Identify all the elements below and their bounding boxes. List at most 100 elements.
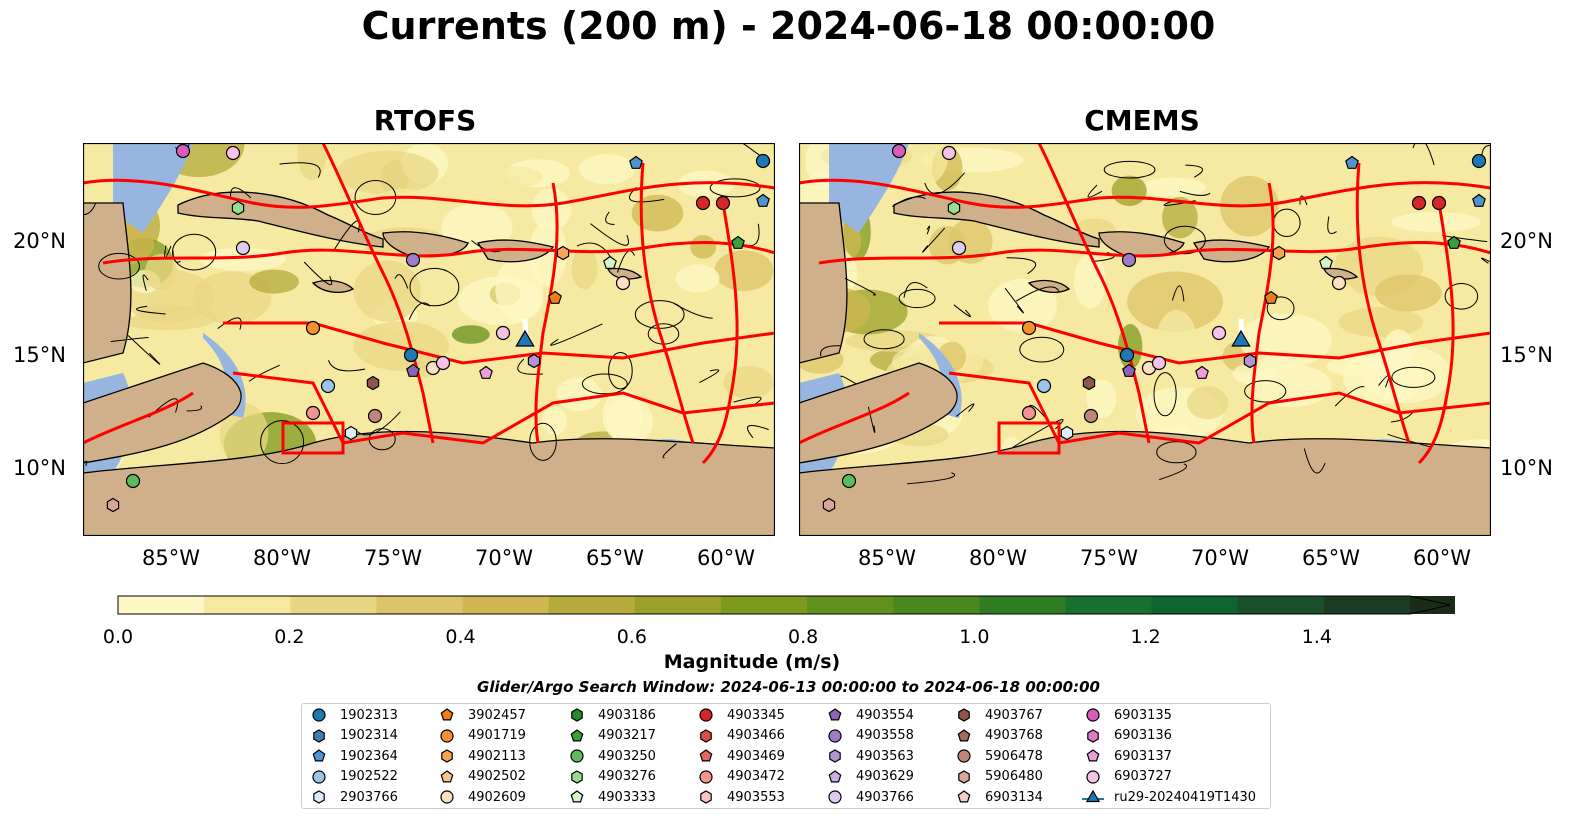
legend-label: 6903134 [985,789,1043,805]
legend-item: 4903767 [953,705,1043,725]
lon-label: 80°W [253,546,311,570]
legend-item: 4903629 [824,767,914,787]
pentagon-marker-icon [828,708,842,721]
colorbar-segment [1151,596,1239,614]
panel-title-rtofs: RTOFS [373,104,477,137]
colorbar-tick-label: 1.0 [959,626,990,648]
circle-marker-icon [1086,769,1100,784]
legend-item: 5906480 [953,767,1043,787]
float-marker [947,200,961,216]
legend-marker [699,708,713,722]
pentagon-marker-icon [570,790,584,803]
colorbar-segment [548,596,636,614]
pentagon-marker-icon [570,728,584,741]
legend-item: 4902502 [436,767,526,787]
pentagon-marker-icon [828,769,842,782]
glider-marker [515,329,535,347]
float-marker [479,365,493,379]
lon-label: 75°W [364,546,422,570]
colorbar-tick-label: 0.4 [445,626,476,648]
lon-label: 60°W [697,546,755,570]
float-marker [715,195,731,211]
float-marker [1083,408,1099,424]
float-marker [1272,245,1286,261]
lon-label: 85°W [142,546,200,570]
float-marker [841,473,857,489]
legend-item: 1902364 [308,746,398,766]
legend-marker [700,790,712,804]
legend-label: 6903727 [1114,769,1172,784]
legend-item: 3902457 [436,705,526,725]
legend-label: 4903276 [598,769,656,784]
lon-label: 75°W [1080,546,1138,570]
legend-label: 1902522 [340,769,398,784]
legend-item: 6903137 [1082,746,1172,766]
legend-item: 4903554 [824,705,914,725]
legend-item: ru29-20240419T1430 [1082,787,1256,807]
float-marker [629,155,643,169]
hexagon-marker-icon [571,769,583,784]
lon-label: 80°W [969,546,1027,570]
legend-marker [958,769,970,784]
float-marker [231,200,245,216]
colorbar-segment [1065,596,1153,614]
legend-marker [571,708,583,722]
float-marker [305,320,321,336]
legend-item: 4903250 [566,746,656,766]
float-marker [1121,252,1137,268]
legend-marker [957,790,971,803]
map-cmems [799,143,1491,536]
pentagon-marker-icon [440,708,454,721]
legend-marker [440,790,454,804]
circle-marker-icon [570,749,584,763]
triangle-line-marker-icon [1082,789,1104,803]
float-marker [941,145,957,161]
float-marker [615,275,631,291]
float-marker [1082,375,1096,391]
legend-marker [312,769,326,784]
float-marker [556,245,570,261]
pentagon-marker-icon [440,769,454,782]
circle-marker-icon [828,728,842,743]
colorbar-segment [204,596,291,614]
colorbar [117,595,1455,615]
float-marker [235,240,251,256]
legend-label: 5906478 [985,748,1043,764]
circle-marker-icon [440,728,454,743]
hexagon-marker-icon [441,749,453,763]
legend-label: 4901719 [468,728,526,743]
legend-label: 5906480 [985,769,1043,784]
colorbar-tick-label: 1.4 [1301,626,1332,648]
legend-marker [829,749,841,763]
lon-label: 65°W [586,546,644,570]
float-marker [822,497,836,513]
legend-item: 4903472 [695,767,785,787]
float-marker [1021,320,1037,336]
legend-item: 6903727 [1082,767,1172,787]
legend-label: 4903558 [856,728,914,743]
legend-label: 4903768 [985,728,1043,743]
legend-marker [1086,708,1100,722]
float-marker [951,240,967,256]
lon-label: 85°W [858,546,916,570]
colorbar-segment [979,596,1066,614]
legend-marker [958,708,970,722]
float-marker [1119,347,1135,363]
float-marker [695,195,711,211]
colorbar-tick-label: 0.2 [274,626,305,648]
colorbar-tick-label: 0.0 [102,626,134,648]
float-marker [527,353,541,369]
legend-label: 4903766 [856,789,914,805]
circle-marker-icon [440,790,454,804]
lat-label: 10°N [1500,456,1553,480]
legend-item: 6903136 [1082,726,1172,746]
legend-label: 6903137 [1114,748,1172,764]
colorbar-segment [1323,596,1411,614]
float-marker [548,290,562,304]
legend-marker [313,790,325,804]
legend-marker [828,728,842,743]
lat-label: 20°N [13,229,66,253]
hexagon-marker-icon [958,708,970,722]
legend-marker [440,769,454,782]
float-marker [1036,378,1052,394]
